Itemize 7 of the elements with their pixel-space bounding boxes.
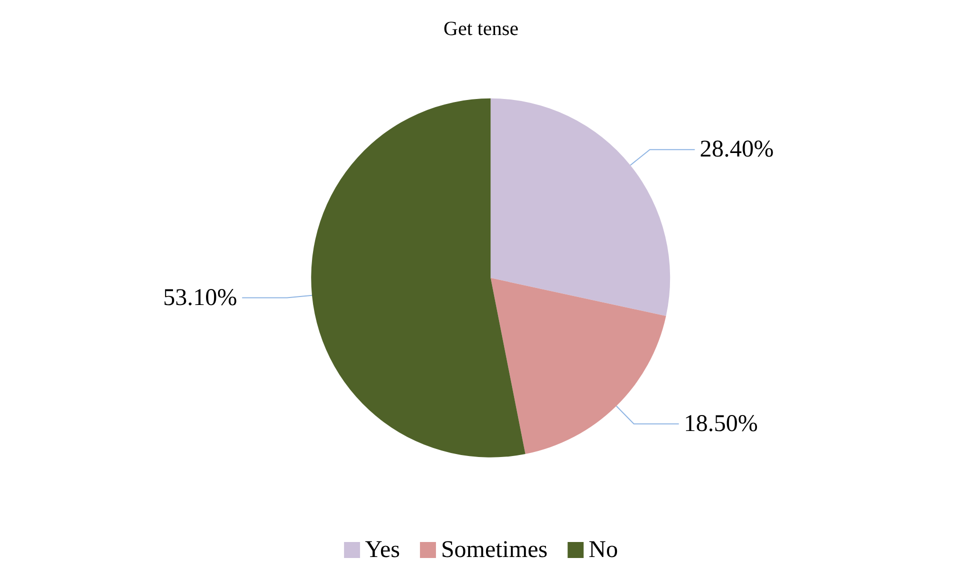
data-label: 28.40%	[700, 136, 774, 163]
data-label: 53.10%	[163, 284, 238, 311]
chart-title: Get tense	[444, 18, 519, 40]
legend-label: Yes	[365, 537, 400, 563]
legend-label: No	[588, 537, 618, 563]
data-label: 18.50%	[684, 410, 758, 437]
legend-label: Sometimes	[440, 537, 548, 563]
